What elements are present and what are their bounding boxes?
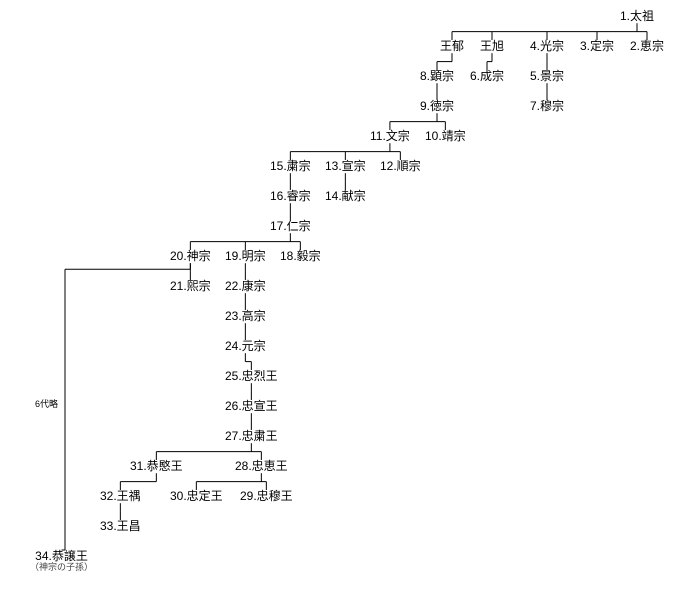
node-label: 8.顕宗 [420, 69, 454, 83]
node-label: 17.仁宗 [270, 219, 311, 233]
node-label: 29.忠穆王 [240, 489, 293, 503]
tree-node-n1: 1.太祖 [620, 10, 654, 23]
node-label: 16.睿宗 [270, 189, 311, 203]
tree-node-n3: 3.定宗 [580, 40, 614, 53]
tree-node-wyu: 王郁 [440, 40, 464, 53]
node-label: 31.恭愍王 [130, 459, 183, 473]
tree-node-n20: 20.神宗 [170, 250, 211, 263]
node-label: 32.王禑 [100, 489, 141, 503]
node-label: 23.高宗 [225, 309, 266, 323]
tree-node-n19: 19.明宗 [225, 250, 266, 263]
node-label: 26.忠宣王 [225, 399, 278, 413]
node-label: 24.元宗 [225, 339, 266, 353]
node-label: 30.忠定王 [170, 489, 223, 503]
node-label: 34.恭譲王 [35, 549, 88, 563]
node-label: 15.粛宗 [270, 159, 311, 173]
node-label: 28.忠恵王 [235, 459, 288, 473]
tree-node-n13: 13.宣宗 [325, 160, 366, 173]
tree-node-n23: 23.高宗 [225, 310, 266, 323]
node-label: 6.成宗 [470, 69, 504, 83]
node-label: 5.景宗 [530, 69, 564, 83]
tree-node-n34: 34.恭譲王（神宗の子孫） [30, 550, 93, 573]
node-label: 19.明宗 [225, 249, 266, 263]
node-label: 11.文宗 [370, 129, 410, 143]
tree-node-n8: 8.顕宗 [420, 70, 454, 83]
tree-node-wxu: 王旭 [480, 40, 504, 53]
tree-node-n32: 32.王禑 [100, 490, 141, 503]
tree-node-n12: 12.順宗 [380, 160, 421, 173]
tree-node-n17: 17.仁宗 [270, 220, 311, 233]
node-label: 3.定宗 [580, 39, 614, 53]
tree-node-n31: 31.恭愍王 [130, 460, 183, 473]
node-label: 王郁 [440, 39, 464, 53]
tree-node-n16: 16.睿宗 [270, 190, 311, 203]
node-label: 7.穆宗 [530, 99, 564, 113]
node-label: 13.宣宗 [325, 159, 366, 173]
node-label: 4.光宗 [530, 39, 564, 53]
node-label: 25.忠烈王 [225, 369, 278, 383]
tree-node-n22: 22.康宗 [225, 280, 266, 293]
tree-node-n7: 7.穆宗 [530, 100, 564, 113]
tree-lines [0, 0, 700, 604]
tree-node-n2: 2.恵宗 [630, 40, 664, 53]
tree-node-n33: 33.王昌 [100, 520, 141, 533]
node-label: 王旭 [480, 39, 504, 53]
tree-node-n15: 15.粛宗 [270, 160, 311, 173]
tree-node-n27: 27.忠粛王 [225, 430, 278, 443]
tree-node-n21: 21.煕宗 [170, 280, 211, 293]
tree-node-n10: 10.靖宗 [425, 130, 466, 143]
node-label: 9.徳宗 [420, 99, 454, 113]
tree-node-gen6: 6代略 [35, 400, 58, 410]
tree-node-n18: 18.毅宗 [280, 250, 321, 263]
node-label: 2.恵宗 [630, 39, 664, 53]
tree-node-n24: 24.元宗 [225, 340, 266, 353]
node-label: 33.王昌 [100, 519, 141, 533]
tree-node-n30: 30.忠定王 [170, 490, 223, 503]
tree-node-n5: 5.景宗 [530, 70, 564, 83]
node-label: 21.煕宗 [170, 279, 211, 293]
node-label: 27.忠粛王 [225, 429, 278, 443]
tree-node-n29: 29.忠穆王 [240, 490, 293, 503]
tree-node-n14: 14.献宗 [325, 190, 366, 203]
node-label: 22.康宗 [225, 279, 266, 293]
tree-node-n11: 11.文宗 [370, 130, 410, 143]
node-label: 1.太祖 [620, 9, 654, 23]
node-label: 14.献宗 [325, 189, 366, 203]
tree-node-n28: 28.忠恵王 [235, 460, 288, 473]
tree-node-n6: 6.成宗 [470, 70, 504, 83]
node-label: 10.靖宗 [425, 129, 466, 143]
node-label: 18.毅宗 [280, 249, 321, 263]
tree-node-n25: 25.忠烈王 [225, 370, 278, 383]
node-label: 20.神宗 [170, 249, 211, 263]
tree-node-n9: 9.徳宗 [420, 100, 454, 113]
node-sublabel: （神宗の子孫） [30, 563, 93, 573]
node-label: 6代略 [35, 399, 58, 409]
tree-node-n4: 4.光宗 [530, 40, 564, 53]
tree-node-n26: 26.忠宣王 [225, 400, 278, 413]
node-label: 12.順宗 [380, 159, 421, 173]
